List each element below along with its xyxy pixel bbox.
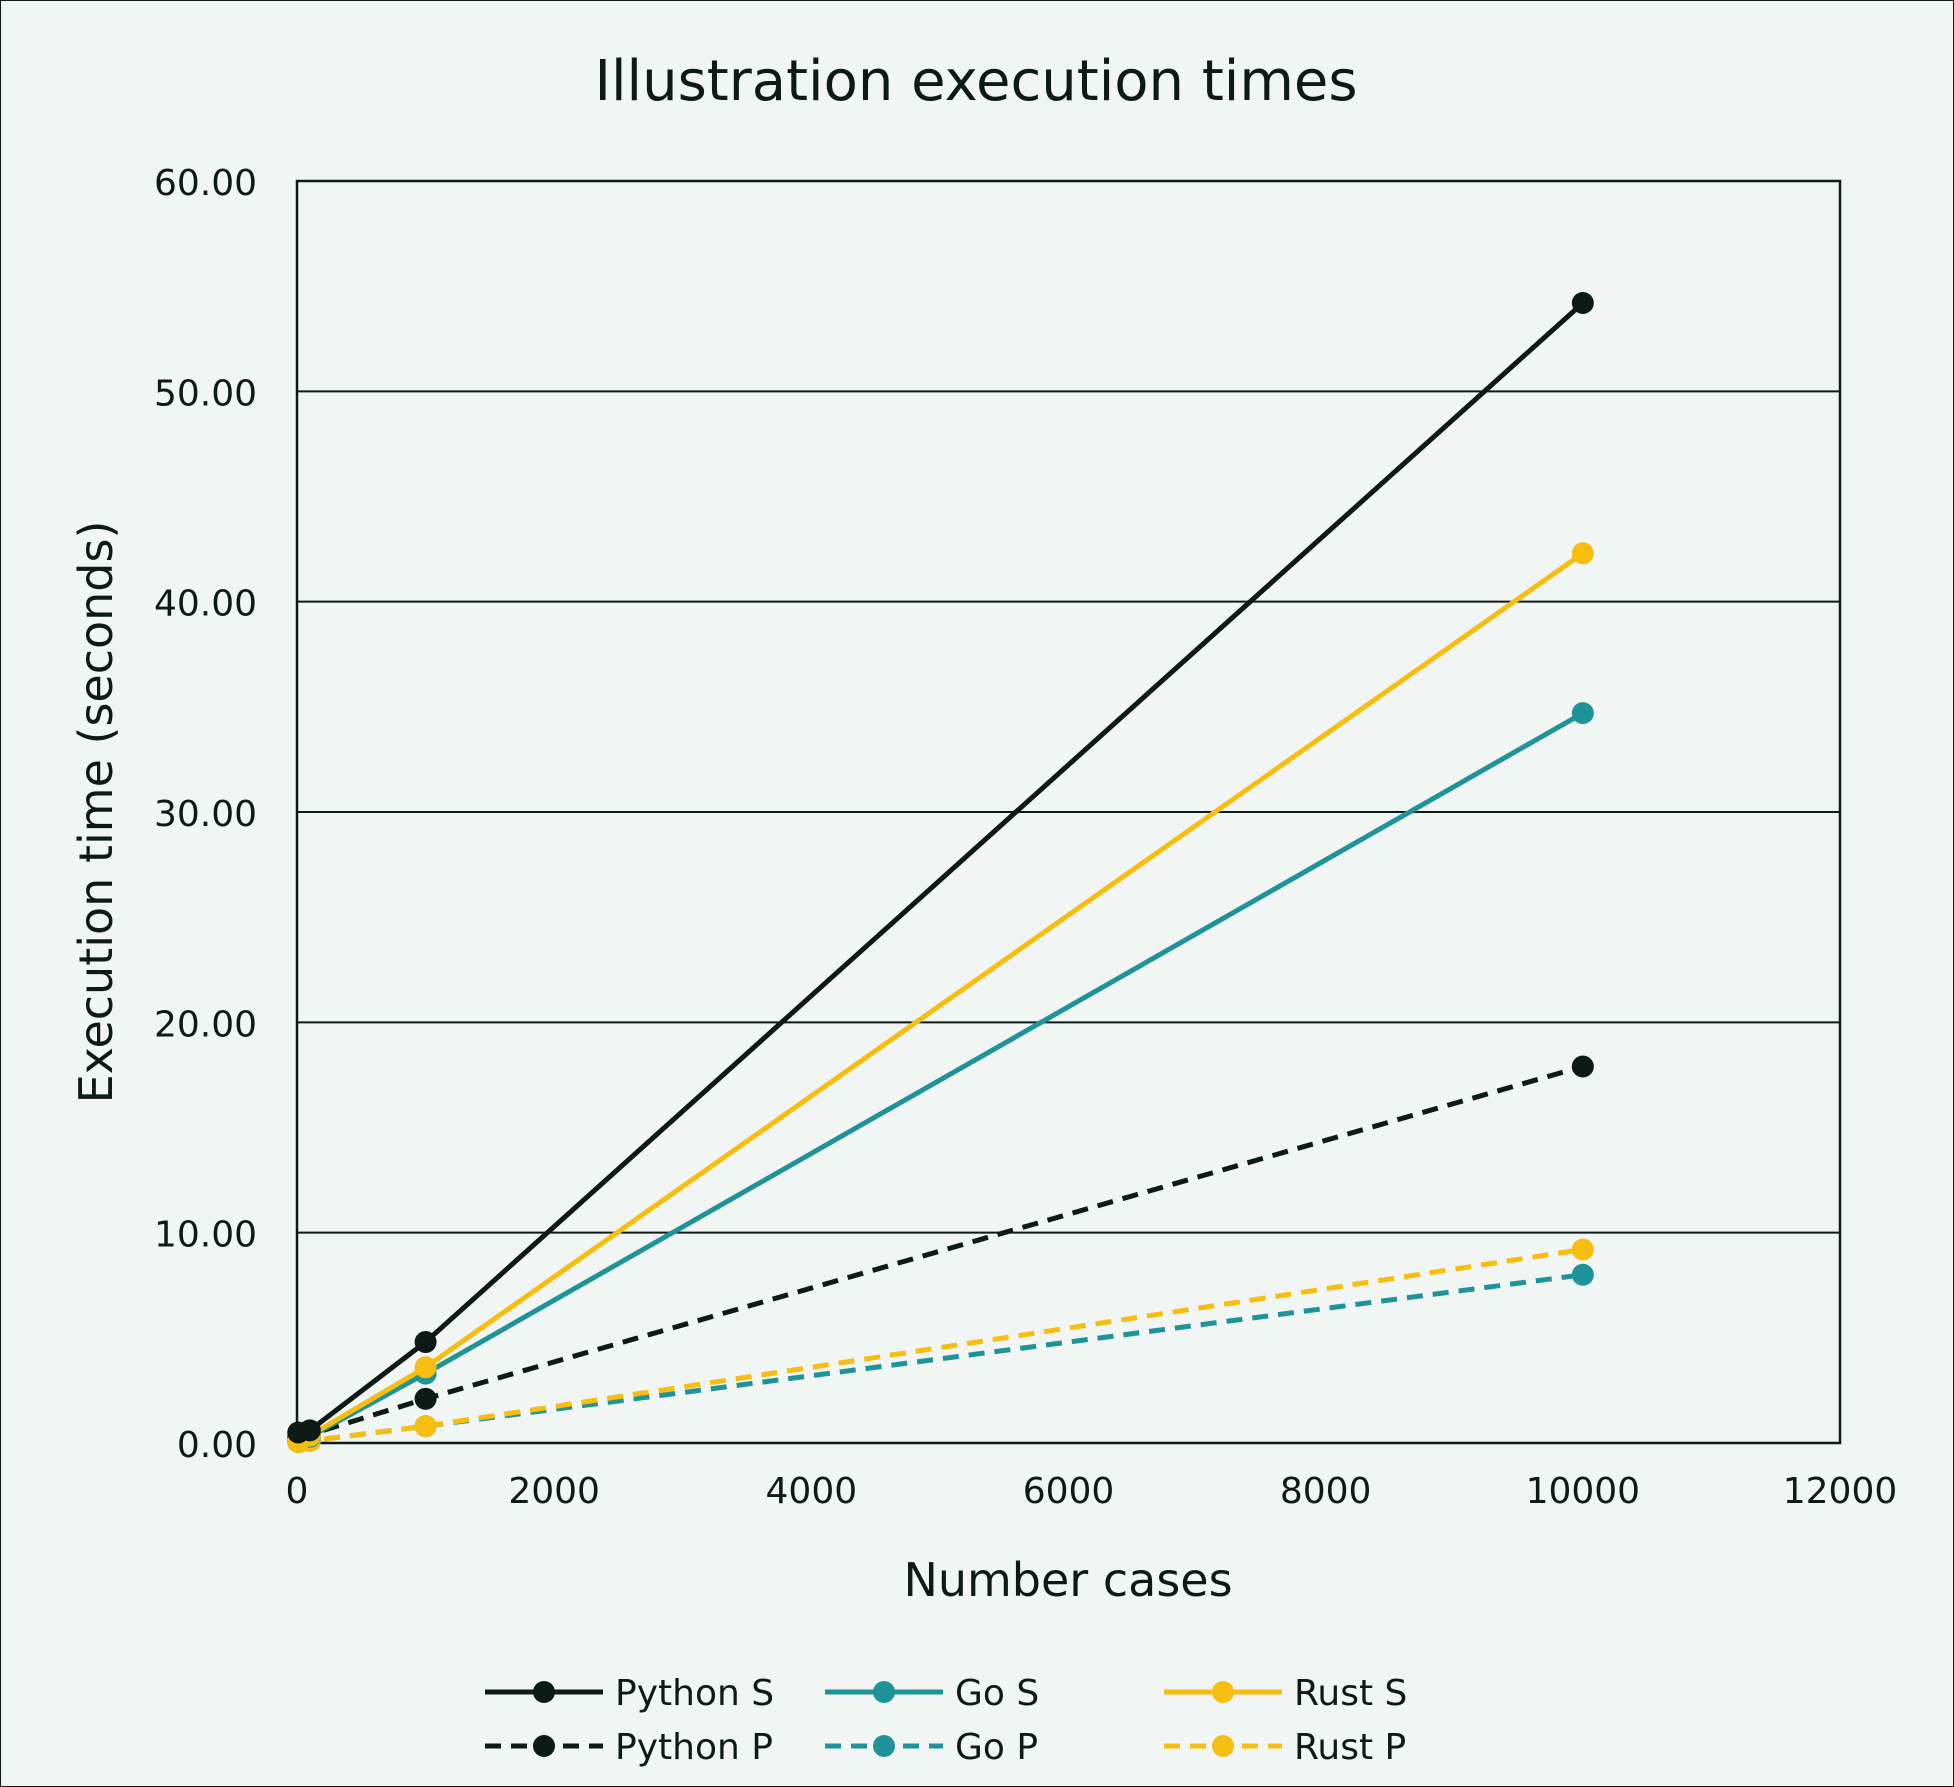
data-point: [414, 1415, 437, 1438]
x-axis-label: Number cases: [903, 1553, 1232, 1607]
series-line: [297, 551, 1585, 1445]
y-tick-label: 10.00: [154, 1215, 257, 1256]
legend-label: Go P: [955, 1727, 1038, 1768]
chart-title: Illustration execution times: [594, 49, 1357, 114]
y-axis-label: Execution time (seconds): [69, 521, 123, 1104]
x-axis-ticks: 0 2000 4000 6000 8000 10000 12000: [286, 1471, 1898, 1512]
series-rust-s: [287, 542, 1594, 1453]
y-tick-label: 60.00: [154, 163, 257, 204]
x-tick-label: 8000: [1280, 1471, 1372, 1512]
y-tick-label: 20.00: [154, 1004, 257, 1045]
data-series: [287, 291, 1594, 1453]
y-tick-label: 0.00: [177, 1425, 257, 1466]
series-python-s: [287, 291, 1594, 1444]
x-tick-label: 10000: [1526, 1471, 1641, 1512]
legend-marker: [873, 1681, 895, 1703]
legend-marker: [1212, 1681, 1234, 1703]
grid-lines: [297, 390, 1840, 1234]
legend-label: Python P: [615, 1727, 773, 1768]
y-tick-label: 50.00: [154, 373, 257, 414]
legend-marker: [533, 1681, 555, 1703]
series-line: [298, 1247, 1584, 1445]
series-line: [297, 301, 1585, 1435]
data-point: [1571, 542, 1594, 565]
y-tick-label: 40.00: [154, 584, 257, 625]
legend-label: Rust S: [1294, 1673, 1407, 1714]
legend-item: Go P: [825, 1727, 1038, 1768]
x-tick-label: 6000: [1023, 1471, 1115, 1512]
data-point: [298, 1419, 321, 1442]
series-python-p: [287, 1055, 1594, 1448]
data-point: [1571, 1263, 1594, 1286]
legend-marker: [533, 1735, 555, 1757]
series-line: [297, 710, 1585, 1445]
legend-item: Python S: [485, 1673, 774, 1714]
legend-label: Rust P: [1294, 1727, 1406, 1768]
data-point: [1571, 291, 1594, 314]
legend-item: Python P: [485, 1727, 773, 1768]
data-point: [1571, 702, 1594, 725]
legend-label: Python S: [615, 1673, 774, 1714]
legend-label: Go S: [955, 1673, 1039, 1714]
series-line: [297, 1064, 1584, 1440]
data-point: [1571, 1238, 1594, 1261]
legend: Python S Go S Rust S Python P Go P Rust P: [485, 1673, 1407, 1768]
legend-item: Rust P: [1164, 1727, 1406, 1768]
plot-area: [295, 179, 1842, 1445]
y-axis-ticks: 0.00 10.00 20.00 30.00 40.00 50.00 60.00: [154, 163, 257, 1466]
x-tick-label: 0: [286, 1471, 309, 1512]
legend-marker: [873, 1735, 895, 1757]
legend-item: Go S: [825, 1673, 1039, 1714]
series-go-s: [287, 702, 1594, 1453]
legend-item: Rust S: [1164, 1673, 1407, 1714]
data-point: [1571, 1055, 1594, 1078]
x-tick-label: 4000: [766, 1471, 858, 1512]
y-tick-label: 30.00: [154, 794, 257, 835]
x-tick-label: 12000: [1783, 1471, 1898, 1512]
data-point: [414, 1331, 437, 1354]
x-tick-label: 2000: [508, 1471, 600, 1512]
data-point: [414, 1387, 437, 1410]
data-point: [414, 1356, 437, 1379]
legend-marker: [1212, 1735, 1234, 1757]
